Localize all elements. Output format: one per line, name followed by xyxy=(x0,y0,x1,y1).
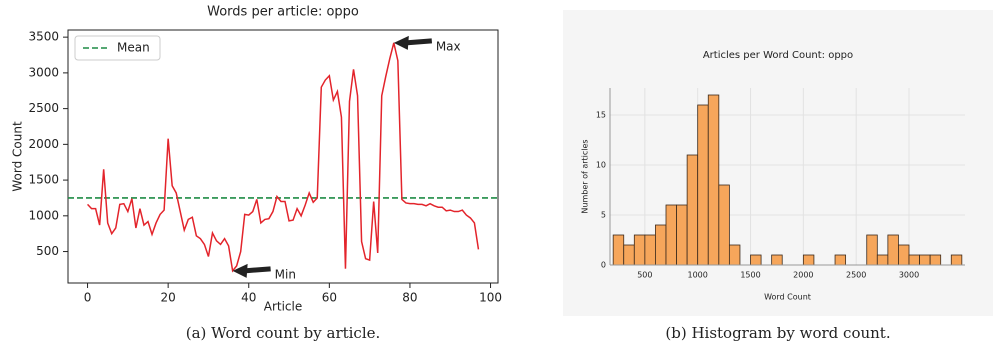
bar xyxy=(655,224,667,266)
y-tick-label: 1000 xyxy=(28,208,59,222)
bar xyxy=(686,154,699,266)
x-tick-label: 60 xyxy=(322,291,337,305)
x-tick-label: 3000 xyxy=(899,271,919,280)
x-tick-label: 40 xyxy=(241,291,256,305)
bar xyxy=(707,94,720,266)
x-tick-label: 2000 xyxy=(793,271,813,280)
bar xyxy=(898,244,910,266)
x-tick-label: 0 xyxy=(84,291,92,305)
bar xyxy=(612,234,625,266)
bar xyxy=(665,204,677,266)
bar xyxy=(887,234,899,266)
bar xyxy=(876,254,889,266)
chart-title: Words per article: oppo xyxy=(207,5,359,20)
arrow-shaft xyxy=(405,38,433,46)
bar xyxy=(633,234,646,266)
x-tick-label: 100 xyxy=(479,291,502,305)
y-axis-label: Word Count xyxy=(11,121,25,192)
legend-label: Mean xyxy=(117,41,150,55)
arrow-head xyxy=(393,35,409,50)
bar xyxy=(750,254,762,266)
chart-title: Articles per Word Count: oppo xyxy=(703,50,853,61)
x-tick-label: 2500 xyxy=(846,271,866,280)
bar xyxy=(623,244,635,266)
y-tick-label: 3000 xyxy=(28,65,59,79)
caption: (b) Histogram by word count. xyxy=(665,324,890,342)
y-tick-label: 2500 xyxy=(28,101,59,115)
x-tick-label: 1000 xyxy=(688,271,708,280)
caption: (a) Word count by article. xyxy=(186,324,381,342)
x-tick-label: 1500 xyxy=(740,271,760,280)
annotation-arrow xyxy=(232,263,271,278)
y-tick-label: 15 xyxy=(596,111,606,120)
bar xyxy=(950,254,963,266)
annotation-arrow xyxy=(393,35,433,50)
y-tick-label: 5 xyxy=(601,211,606,220)
x-tick-label: 80 xyxy=(402,291,417,305)
plot-frame xyxy=(67,29,499,284)
y-axis-label: Number of articles xyxy=(581,139,590,213)
bar xyxy=(866,234,878,266)
x-axis-label: Word Count xyxy=(764,293,811,302)
bar xyxy=(676,204,688,266)
bar xyxy=(929,254,942,266)
legend-box xyxy=(74,35,161,61)
y-tick-label: 1500 xyxy=(28,173,59,187)
bar xyxy=(644,234,656,266)
y-tick-label: 2000 xyxy=(28,137,59,151)
bar xyxy=(834,254,847,266)
annotation-text: Max xyxy=(436,39,461,53)
y-tick-label: 3500 xyxy=(28,30,59,44)
annotation-text: Min xyxy=(275,267,296,281)
bar xyxy=(802,254,815,266)
x-tick-label: 500 xyxy=(637,271,652,280)
bar xyxy=(771,254,783,266)
arrow-head xyxy=(232,263,248,278)
bar xyxy=(919,254,931,266)
bar xyxy=(908,254,920,266)
bar xyxy=(718,184,730,266)
bar xyxy=(728,244,741,266)
y-tick-label: 500 xyxy=(36,244,59,258)
data-line xyxy=(86,42,480,273)
x-tick-label: 20 xyxy=(161,291,176,305)
bar xyxy=(697,104,709,266)
arrow-shaft xyxy=(244,266,271,274)
y-tick-label: 0 xyxy=(601,261,606,270)
x-axis-label: Article xyxy=(264,300,303,314)
y-tick-label: 10 xyxy=(596,161,606,170)
